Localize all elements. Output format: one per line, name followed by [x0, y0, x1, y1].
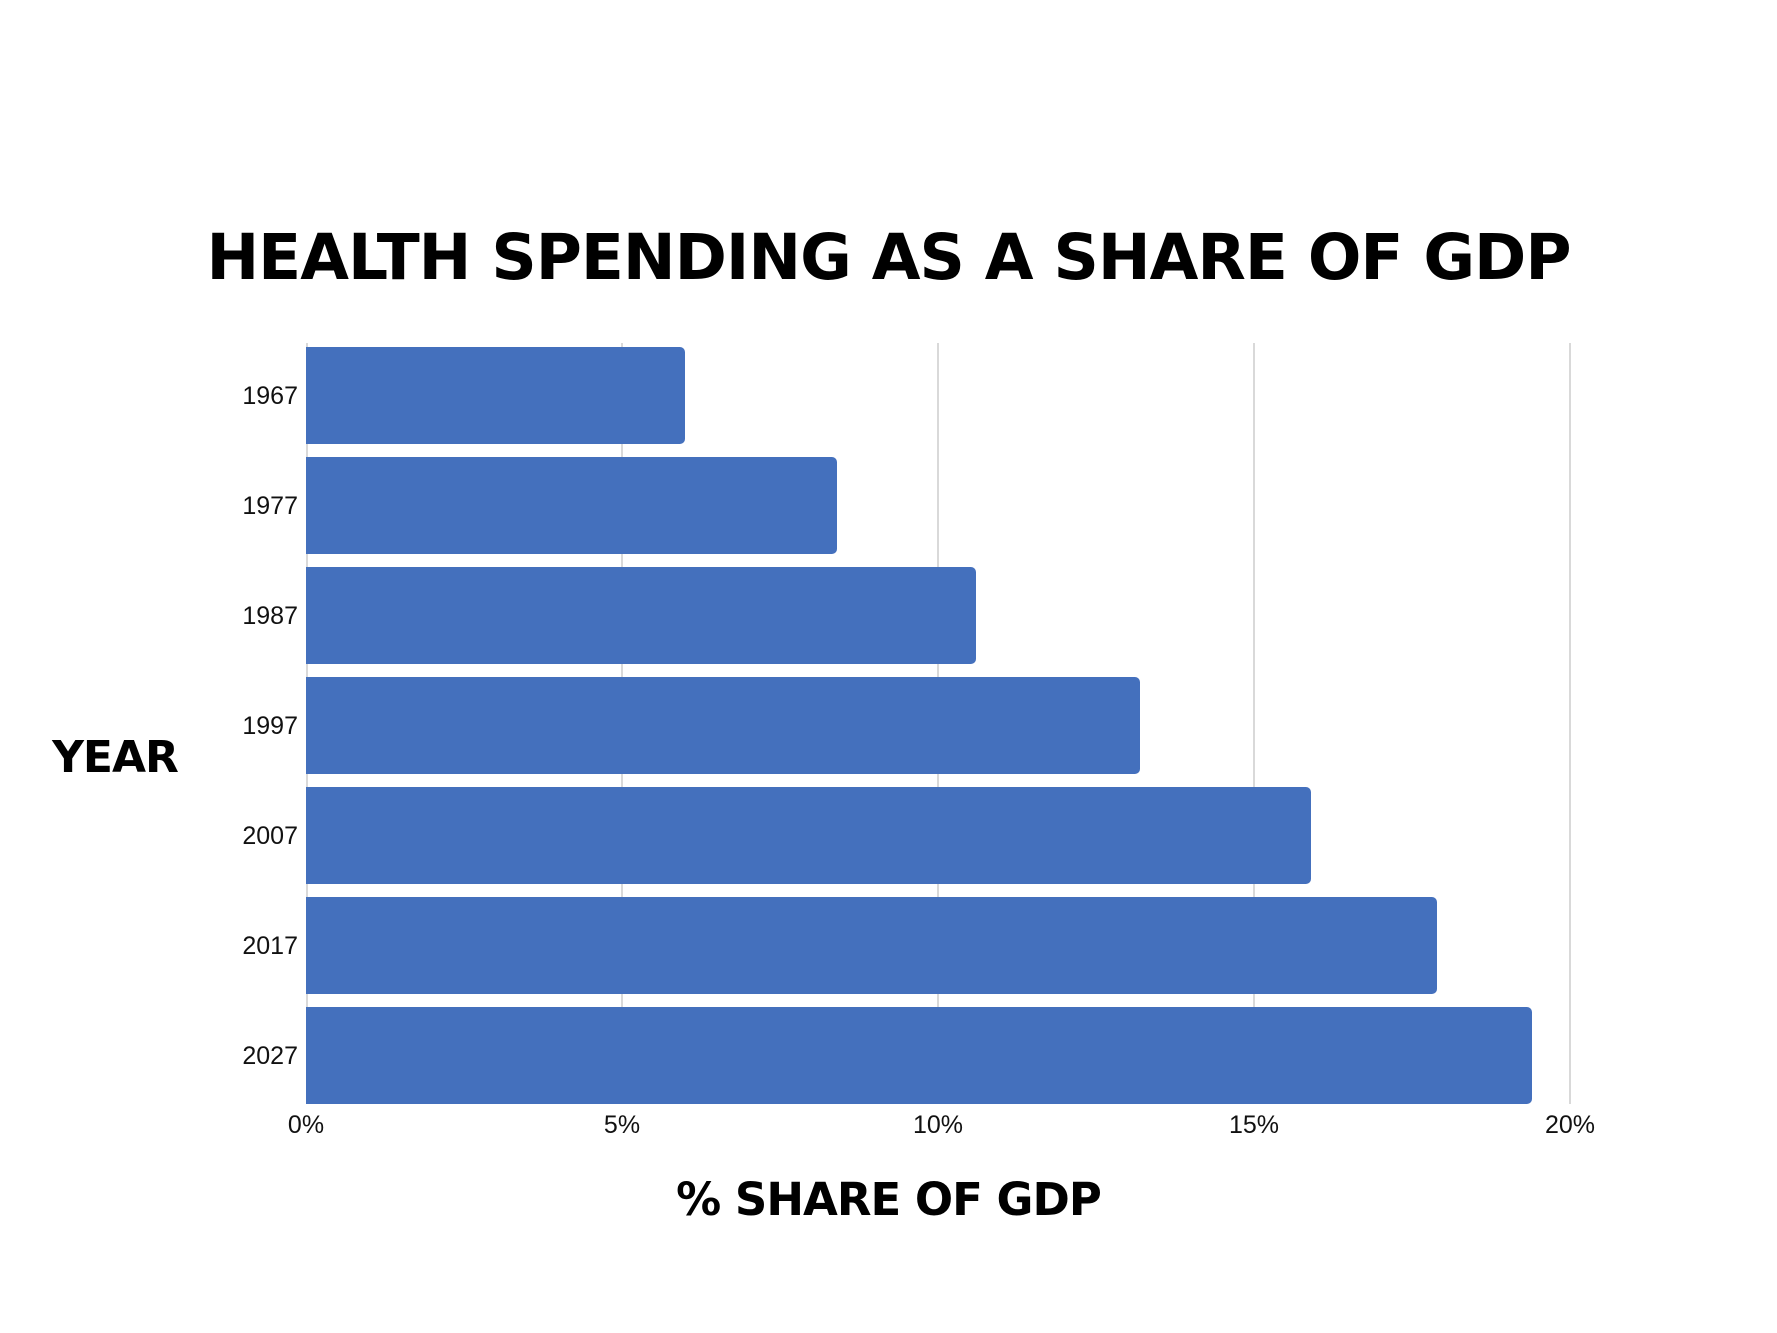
bar-2017 [306, 897, 1438, 994]
category-label: 2027 [242, 1041, 298, 1070]
x-axis-title: % SHARE OF GDP [676, 1173, 1102, 1226]
x-tick-label: 20% [1544, 1111, 1596, 1139]
chart-title: HEALTH SPENDING AS A SHARE OF GDP [206, 221, 1571, 294]
category-label: 1977 [242, 491, 298, 520]
bar-1967 [306, 347, 686, 444]
category-label: 1997 [242, 711, 298, 740]
category-label: 1987 [242, 601, 298, 630]
gridline-15 [1253, 343, 1255, 1104]
x-tick-label: 10% [912, 1111, 964, 1139]
category-label: 2007 [242, 821, 298, 850]
bar-1977 [306, 457, 837, 554]
bar-2027 [306, 1007, 1533, 1104]
bar-1997 [306, 677, 1141, 774]
x-tick-label: 5% [603, 1111, 641, 1139]
x-tick-label: 0% [287, 1111, 325, 1139]
gridline-20 [1569, 343, 1571, 1104]
bar-1987 [306, 567, 976, 664]
y-axis-title: YEAR [52, 732, 179, 783]
plot-area [306, 343, 1571, 1104]
bar-2007 [306, 787, 1311, 884]
category-label: 2017 [242, 931, 298, 960]
x-tick-label: 15% [1228, 1111, 1280, 1139]
category-label: 1967 [242, 381, 298, 410]
